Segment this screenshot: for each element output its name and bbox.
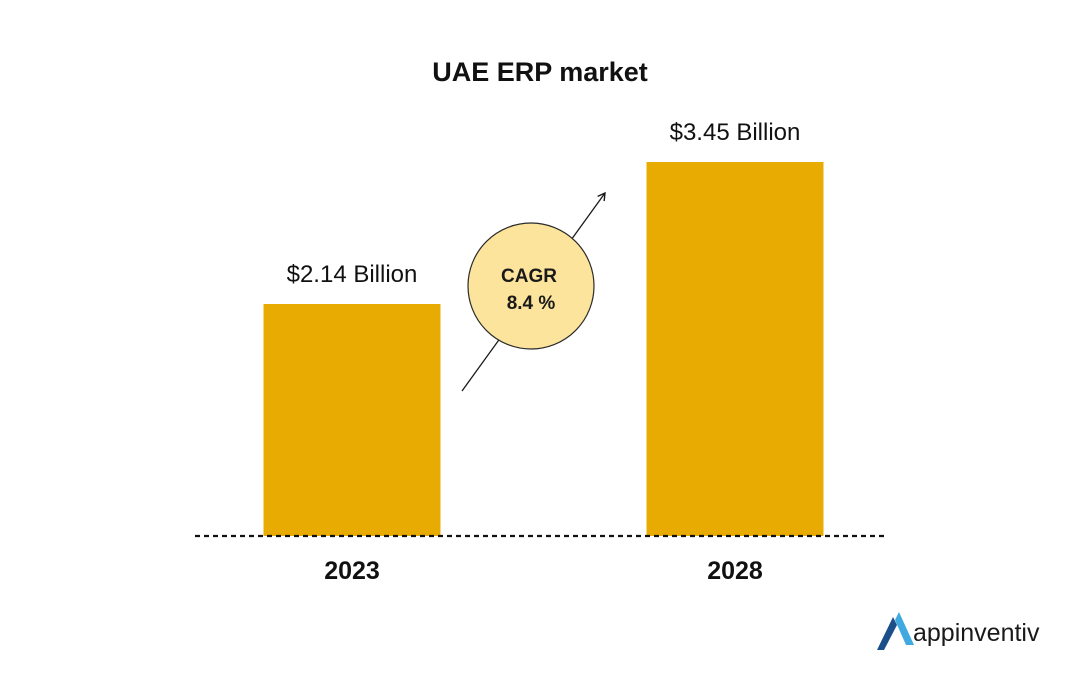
cagr-circle	[467, 222, 595, 350]
chart-title: UAE ERP market	[432, 57, 648, 87]
cagr-badge: CAGR 8.4 %	[467, 222, 595, 350]
brand-name: appinventiv	[913, 619, 1040, 647]
labels-layer: $2.14 Billion 2023 $3.45 Billion 2028	[287, 119, 801, 585]
brand-logo: appinventiv	[877, 612, 1040, 650]
data-label-2028: $3.45 Billion	[670, 119, 801, 146]
cagr-label: CAGR	[501, 266, 557, 287]
appinventiv-logo-icon	[877, 612, 914, 650]
bars-layer	[263, 162, 824, 536]
x-tick-label-2023: 2023	[324, 557, 380, 585]
bar-2028	[646, 162, 824, 536]
x-tick-label-2028: 2028	[707, 557, 763, 585]
bar-2023	[263, 304, 441, 536]
data-label-2023: $2.14 Billion	[287, 261, 418, 288]
cagr-value: 8.4 %	[507, 293, 556, 314]
